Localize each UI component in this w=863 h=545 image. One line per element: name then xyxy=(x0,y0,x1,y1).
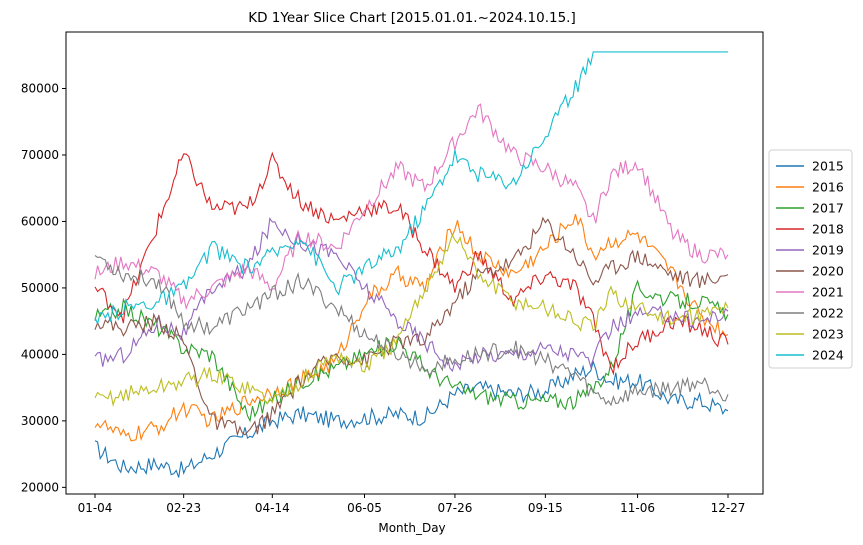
legend-label: 2022 xyxy=(812,306,844,321)
y-tick-label: 60000 xyxy=(21,214,59,228)
legend-label: 2021 xyxy=(812,285,844,300)
x-tick-label: 01-04 xyxy=(78,501,113,515)
y-tick-label: 20000 xyxy=(21,480,59,494)
x-tick-label: 07-26 xyxy=(438,501,473,515)
x-tick-label: 11-06 xyxy=(620,501,655,515)
y-tick-label: 80000 xyxy=(21,82,59,96)
series-line-2018 xyxy=(94,151,729,376)
chart-title: KD 1Year Slice Chart [2015.01.01.~2024.1… xyxy=(248,10,576,26)
legend-label: 2023 xyxy=(812,327,844,342)
y-axis: 20000 30000 40000 50000 60000 70000 80000 xyxy=(21,82,66,494)
legend-label: 2024 xyxy=(812,348,844,363)
legend-label: 2018 xyxy=(812,222,844,237)
legend-label: 2015 xyxy=(812,159,844,174)
series-line-2017 xyxy=(94,279,729,423)
y-tick-label: 50000 xyxy=(21,281,59,295)
plot-area-frame xyxy=(65,31,764,495)
series-line-2020 xyxy=(94,216,729,437)
y-tick-label: 30000 xyxy=(21,414,59,428)
x-axis: 01-04 02-23 04-14 06-05 07-26 09-15 11-06 12-27 xyxy=(78,494,746,515)
series-line-2021 xyxy=(94,103,729,311)
series-line-2016 xyxy=(94,214,729,442)
series-layer xyxy=(94,51,729,478)
legend: 2015 2016 2017 2018 2019 2020 2021 2022 2023 2024 xyxy=(768,149,853,369)
y-tick-label: 70000 xyxy=(21,148,59,162)
legend-label: 2016 xyxy=(812,180,844,195)
series-line-2024 xyxy=(94,51,728,326)
x-axis-label: Month_Day xyxy=(378,521,445,535)
legend-label: 2017 xyxy=(812,201,844,216)
legend-label: 2019 xyxy=(812,243,844,258)
y-tick-label: 40000 xyxy=(21,347,59,361)
legend-label: 2020 xyxy=(812,264,844,279)
x-tick-label: 04-14 xyxy=(255,501,290,515)
series-line-2015 xyxy=(94,359,729,478)
x-tick-label: 06-05 xyxy=(347,501,382,515)
x-tick-label: 02-23 xyxy=(166,501,201,515)
x-tick-label: 09-15 xyxy=(528,501,563,515)
series-line-2023 xyxy=(94,233,729,408)
series-line-2022 xyxy=(94,255,729,407)
x-tick-label: 12-27 xyxy=(711,501,746,515)
